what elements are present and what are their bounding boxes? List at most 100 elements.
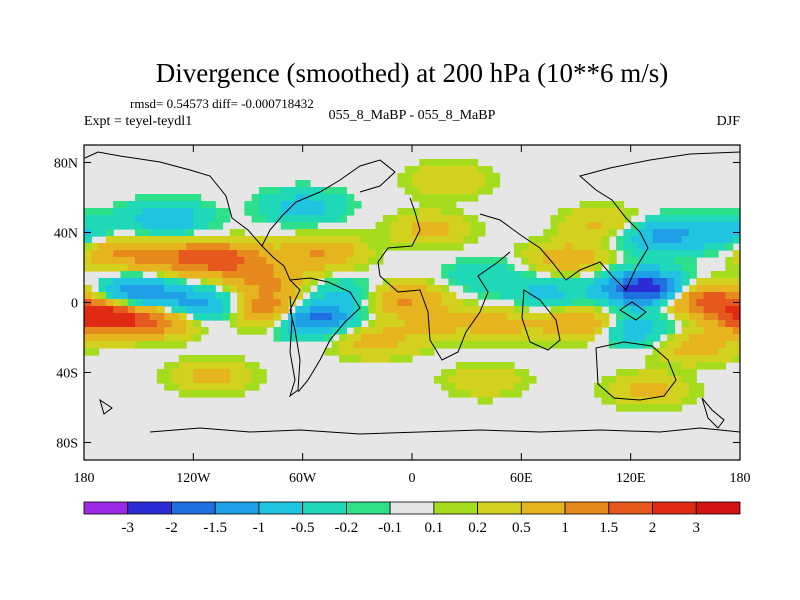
field-cell bbox=[324, 320, 333, 328]
field-cell bbox=[258, 201, 267, 209]
field-cell bbox=[426, 187, 435, 195]
field-cell bbox=[273, 285, 282, 293]
field-cell bbox=[368, 243, 377, 251]
field-cell bbox=[142, 264, 151, 272]
field-cell bbox=[535, 264, 544, 272]
field-cell bbox=[484, 292, 493, 300]
field-cell bbox=[667, 208, 675, 216]
field-cell bbox=[382, 299, 391, 307]
field-cell bbox=[608, 327, 617, 335]
field-cell bbox=[572, 341, 581, 349]
field-cell bbox=[732, 320, 740, 328]
field-cell bbox=[164, 278, 173, 286]
field-cell bbox=[470, 285, 479, 293]
field-cell bbox=[222, 215, 231, 223]
field-cell bbox=[565, 341, 573, 349]
field-cell bbox=[586, 320, 595, 328]
field-cell bbox=[397, 173, 406, 181]
field-cell bbox=[324, 201, 333, 209]
field-cell bbox=[710, 285, 719, 293]
field-cell bbox=[463, 285, 471, 293]
field-cell bbox=[419, 334, 428, 342]
field-cell bbox=[135, 229, 143, 237]
field-cell bbox=[156, 194, 165, 202]
field-cell bbox=[645, 390, 654, 398]
field-cell bbox=[186, 229, 194, 237]
field-cell bbox=[659, 376, 668, 384]
field-cell bbox=[105, 278, 114, 286]
field-cell bbox=[674, 397, 683, 405]
field-cell bbox=[135, 341, 143, 349]
field-cell bbox=[557, 236, 566, 244]
field-cell bbox=[681, 236, 690, 244]
field-cell bbox=[623, 306, 632, 314]
field-cell bbox=[390, 215, 399, 223]
field-cell bbox=[237, 362, 245, 370]
field-cell bbox=[433, 327, 442, 335]
field-cell bbox=[718, 236, 727, 244]
field-cell bbox=[637, 250, 646, 258]
field-cell bbox=[135, 201, 143, 209]
field-cell bbox=[732, 327, 740, 335]
field-cell bbox=[91, 320, 100, 328]
field-cell bbox=[412, 180, 420, 188]
field-cell bbox=[273, 327, 282, 335]
field-cell bbox=[470, 376, 479, 384]
field-cell bbox=[463, 390, 471, 398]
field-cell bbox=[353, 355, 362, 363]
field-cell bbox=[477, 369, 486, 377]
field-cell bbox=[105, 222, 114, 230]
field-cell bbox=[703, 320, 712, 328]
field-cell bbox=[594, 250, 603, 258]
field-cell bbox=[215, 355, 224, 363]
field-cell bbox=[455, 327, 464, 335]
field-cell bbox=[688, 285, 697, 293]
field-cell bbox=[302, 229, 311, 237]
field-cell bbox=[91, 334, 100, 342]
field-cell bbox=[331, 187, 340, 195]
field-cell bbox=[120, 306, 129, 314]
field-cell bbox=[718, 313, 727, 321]
field-cell bbox=[207, 292, 216, 300]
field-cell bbox=[244, 313, 253, 321]
field-cell bbox=[251, 236, 260, 244]
field-cell bbox=[659, 313, 668, 321]
field-cell bbox=[535, 285, 544, 293]
field-cell bbox=[382, 313, 391, 321]
field-cell bbox=[178, 306, 187, 314]
colorbar-swatch bbox=[477, 501, 522, 515]
field-cell bbox=[674, 222, 683, 230]
field-cell bbox=[178, 383, 187, 391]
field-cell bbox=[164, 264, 173, 272]
field-cell bbox=[521, 250, 530, 258]
field-cell bbox=[623, 278, 632, 286]
field-cell bbox=[280, 250, 289, 258]
field-cell bbox=[105, 334, 114, 342]
field-cell bbox=[725, 229, 734, 237]
field-cell bbox=[674, 250, 683, 258]
field-cell bbox=[251, 215, 260, 223]
field-cell bbox=[390, 292, 399, 300]
field-cell bbox=[339, 278, 347, 286]
field-cell bbox=[222, 278, 231, 286]
field-cell bbox=[477, 166, 486, 174]
field-cell bbox=[579, 306, 588, 314]
field-cell bbox=[229, 229, 238, 237]
field-cell bbox=[579, 264, 588, 272]
field-cell bbox=[586, 313, 595, 321]
field-cell bbox=[484, 369, 493, 377]
field-cell bbox=[470, 313, 479, 321]
field-cell bbox=[120, 278, 129, 286]
field-cell bbox=[543, 257, 552, 265]
field-cell bbox=[178, 208, 187, 216]
field-cell bbox=[317, 292, 326, 300]
field-cell bbox=[652, 278, 661, 286]
field-cell bbox=[178, 376, 187, 384]
field-cell bbox=[645, 257, 654, 265]
field-cell bbox=[324, 243, 333, 251]
field-cell bbox=[696, 299, 705, 307]
field-cell bbox=[441, 383, 450, 391]
field-cell bbox=[732, 250, 740, 258]
field-cell bbox=[463, 383, 471, 391]
field-cell bbox=[499, 257, 508, 265]
